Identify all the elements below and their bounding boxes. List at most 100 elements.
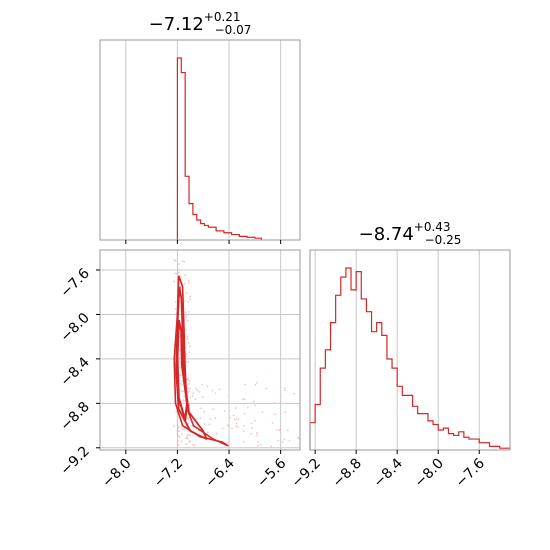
scatter-point [174, 307, 177, 310]
scatter-point [184, 329, 187, 331]
scatter-point [279, 395, 282, 398]
scatter-point [276, 428, 278, 431]
histogram-step [176, 57, 262, 240]
scatter-point [177, 434, 180, 437]
scatter-point [187, 279, 190, 282]
scatter-point [265, 387, 268, 390]
scatter-point [176, 432, 179, 435]
x-tick-label: −8.4 [371, 455, 406, 490]
scatter-point [185, 291, 188, 294]
scatter-point [187, 387, 190, 390]
scatter-point [185, 360, 188, 363]
contours [173, 275, 229, 447]
scatter-point [207, 431, 209, 434]
scatter-point [283, 387, 286, 389]
scatter-point [177, 271, 180, 274]
scatter-point [215, 432, 218, 435]
scatter-point [177, 439, 179, 442]
panel-bottom-left-contour: −8.0 −7.2 −6.4 −5.6 −7.6 −8.0 −8.4 −8.8 −9.2 [57, 249, 301, 491]
scatter-point [277, 439, 280, 442]
scatter-point [208, 423, 211, 426]
scatter-point [278, 429, 281, 432]
scatter-point [203, 410, 206, 413]
scatter-point [255, 381, 258, 384]
scatter-point [189, 298, 192, 301]
scatter-point [192, 392, 195, 395]
scatter-point [180, 425, 183, 428]
scatter-point [221, 427, 224, 430]
scatter-point [183, 260, 186, 263]
scatter-point [228, 416, 231, 419]
scatter-point [214, 417, 217, 420]
scatter-point [188, 387, 191, 390]
scatter-point [176, 268, 179, 270]
axes-frame [99, 39, 301, 241]
scatter-point [256, 432, 258, 434]
scatter-point [187, 361, 190, 364]
y-tick-label: −9.2 [57, 443, 92, 478]
scatter-point [256, 440, 259, 443]
scatter-point [286, 429, 289, 432]
scatter-point [226, 424, 229, 427]
scatter-point [189, 396, 192, 399]
scatter-point [283, 438, 286, 441]
x-tick-label: −8.8 [330, 456, 365, 491]
scatter-point [206, 385, 209, 388]
scatter-point [254, 419, 256, 422]
panel-title: −7.12+0.21 −0.07 [149, 10, 252, 37]
panel-title: −8.74+0.43 −0.25 [359, 220, 462, 247]
scatter-point [188, 311, 190, 313]
y-ticks: −7.6 −8.0 −8.4 −8.8 −9.2 [57, 265, 100, 479]
scatter-point [178, 436, 181, 439]
x-tick-label: −9.2 [289, 456, 324, 491]
scatter-point [180, 269, 182, 272]
title-upper-error: +0.43 [414, 220, 451, 234]
x-tick-label: −5.6 [254, 455, 289, 490]
x-ticks: −9.2 −8.8 −8.4 −8.0 −7.6 [289, 450, 488, 491]
scatter-point [203, 423, 206, 425]
scatter-point [237, 418, 240, 420]
scatter-point [257, 444, 260, 447]
scatter-point [288, 440, 291, 442]
scatter-point [181, 260, 184, 263]
scatter-point [243, 412, 246, 415]
scatter-point [293, 392, 295, 395]
scatter-point [242, 440, 245, 443]
scatter-point [235, 418, 238, 421]
scatter-point [250, 432, 252, 435]
scatter-point [189, 345, 191, 348]
scatter-point [187, 418, 190, 420]
scatter-point [234, 407, 237, 409]
scatter-point [196, 389, 199, 392]
scatter-point [235, 425, 238, 428]
scatter-point [211, 389, 214, 392]
scatter-point [241, 398, 244, 401]
scatter-point [174, 313, 177, 316]
scatter-point [250, 422, 253, 425]
scatter-point [182, 428, 184, 430]
title-upper-error: +0.21 [204, 10, 241, 24]
scatter-point [242, 424, 245, 427]
scatter-point [212, 408, 215, 411]
title-value: −8.74 [359, 224, 414, 245]
scatter-point [176, 430, 179, 433]
scatter-point [284, 389, 286, 392]
x-tick-label: −7.2 [151, 456, 186, 491]
scatter-point [174, 272, 177, 275]
scatter-point [200, 407, 203, 410]
scatter-point [178, 374, 181, 377]
scatter-point [231, 427, 233, 430]
axes-frame [99, 249, 301, 451]
scatter-point [184, 274, 187, 277]
scatter-point [233, 418, 236, 421]
scatter-point [181, 384, 184, 387]
scatter-point [198, 390, 201, 393]
scatter-point [186, 437, 189, 440]
scatter-point [181, 380, 184, 383]
scatter-point [180, 440, 183, 443]
scatter-point [180, 276, 183, 279]
scatter-point [188, 351, 191, 354]
x-tick-label: −8.0 [412, 456, 447, 491]
scatter-point [199, 417, 202, 420]
